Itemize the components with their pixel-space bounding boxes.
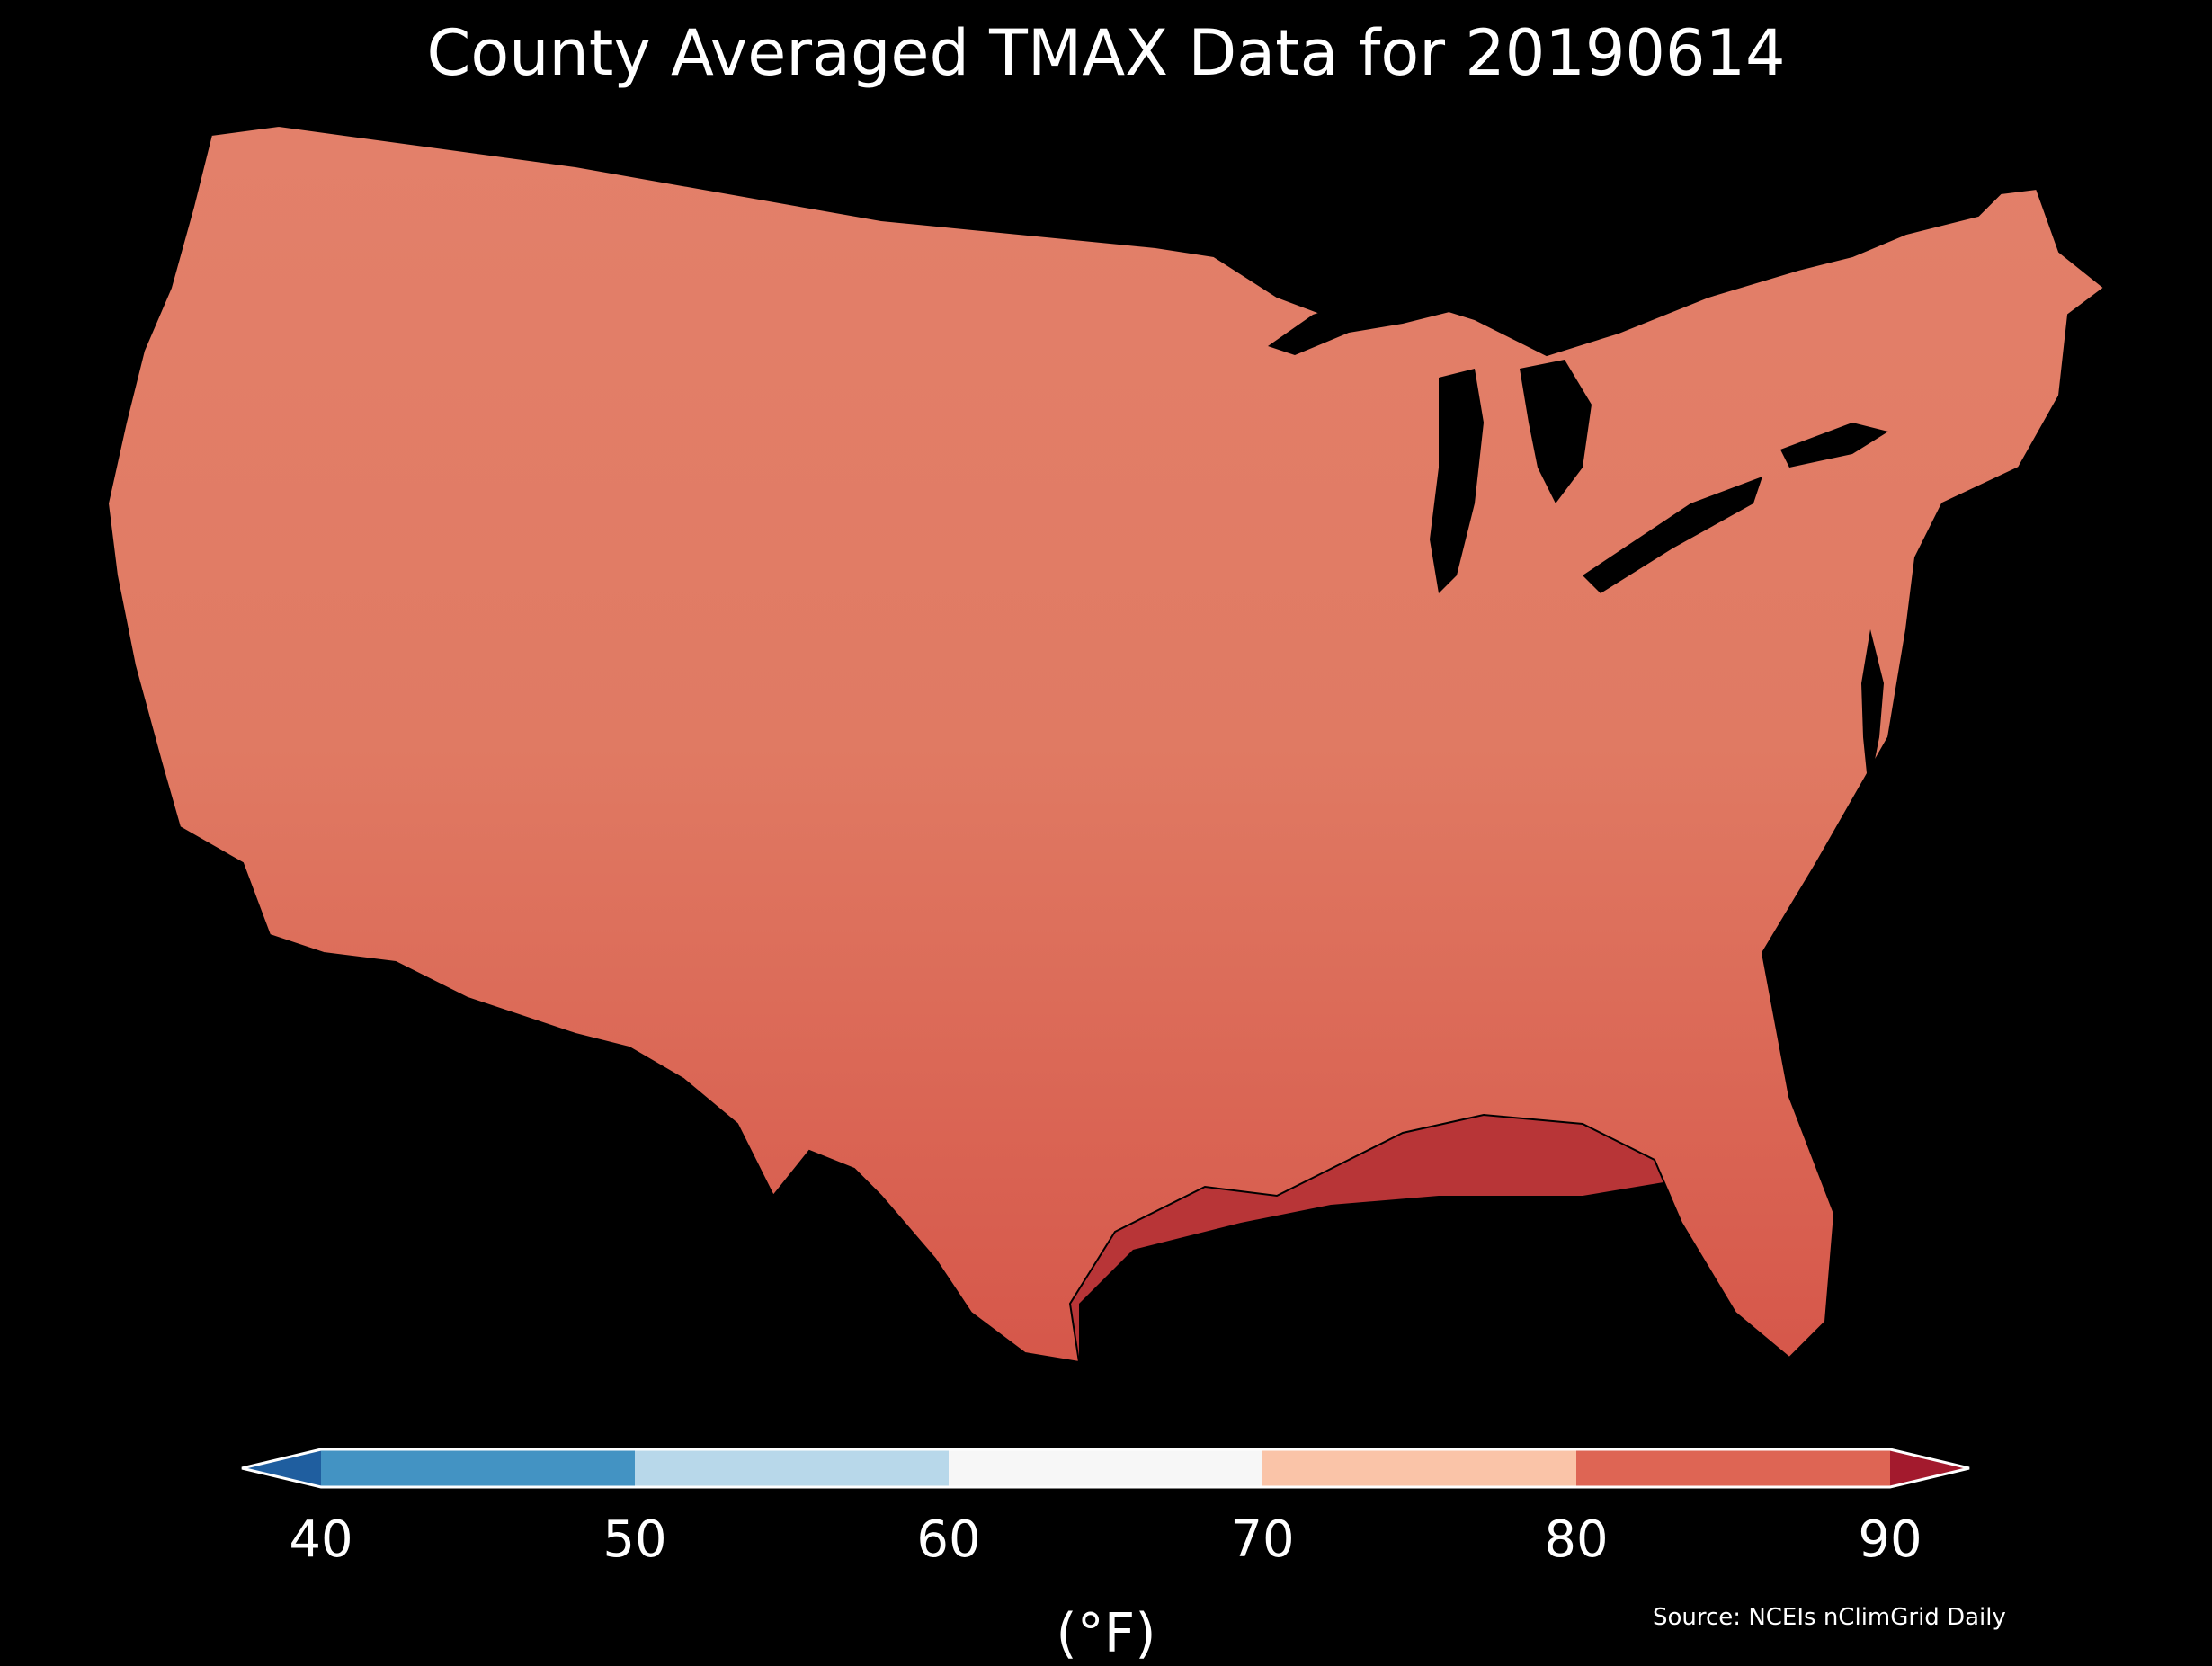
source-credit: Source: NCEIs nClimGrid Daily [1653,1604,2006,1631]
colorbar-under-extension [242,1449,321,1487]
colorbar-bin [1576,1449,1890,1487]
gulf-coast [935,1097,1834,1362]
colorbar-units-label: (°F) [1056,1602,1156,1665]
colorbar-tick: 60 [916,1510,981,1569]
map-title: County Averaged TMAX Data for 20190614 [426,16,1786,90]
lake-ontario [1780,423,1888,468]
lake-huron [1520,360,1592,503]
colorbar-tick: 90 [1858,1510,1922,1569]
colorbar-outline [241,1448,1970,1489]
colorbar-bin [949,1449,1262,1487]
colorbar-tick: 80 [1544,1510,1609,1569]
chesapeake-bay [1861,629,1884,791]
colorbar-bin [321,1449,635,1487]
colorbar-bin [1262,1449,1576,1487]
colorbar-tick: 70 [1230,1510,1295,1569]
lake-erie [1583,477,1762,593]
lake-superior [1268,270,1493,355]
colorbar-tick: 40 [289,1510,353,1569]
colorbar-bin [635,1449,949,1487]
colorbar-tick: 50 [602,1510,667,1569]
lake-michigan [1430,369,1484,593]
colorbar-over-extension [1890,1449,1969,1487]
